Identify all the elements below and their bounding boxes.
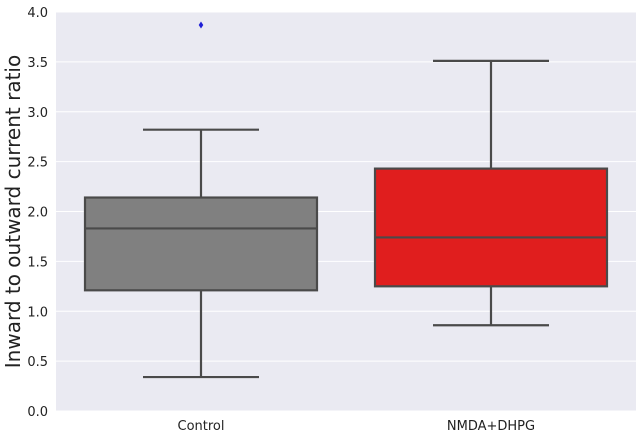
y-tick-label: 0.5: [27, 355, 48, 370]
y-axis-label: Inward to outward current ratio: [1, 55, 25, 368]
y-tick-label: 3.5: [27, 56, 48, 71]
x-tick-label: NMDA+DHPG: [447, 419, 535, 434]
box-group: [83, 21, 609, 379]
outlier-point: [198, 21, 204, 29]
y-tick-label: 2.5: [27, 156, 48, 171]
box-body: [373, 167, 609, 288]
x-tick-label: Control: [178, 419, 225, 434]
y-tick-label: 0.0: [27, 405, 48, 420]
y-tick-label: 4.0: [27, 6, 48, 21]
y-tick-label: 2.0: [27, 206, 48, 221]
y-tick-label: 3.0: [27, 106, 48, 121]
y-axis-ticks: 0.0 0.5 1.0 1.5 2.0 2.5 3.0 3.5 4.0: [27, 6, 48, 420]
box-body: [83, 196, 319, 292]
y-tick-label: 1.0: [27, 305, 48, 320]
x-axis-ticks: Control NMDA+DHPG: [178, 419, 536, 434]
box-nmda-dhpg: [373, 59, 609, 327]
y-tick-label: 1.5: [27, 255, 48, 270]
box-control: [83, 21, 319, 379]
